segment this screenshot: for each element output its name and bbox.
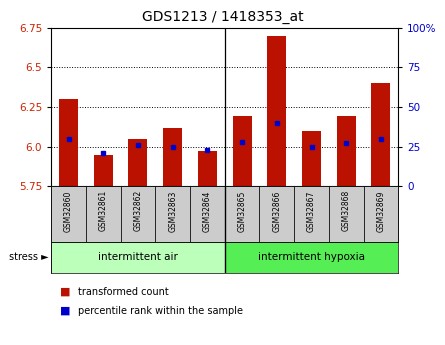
Bar: [302, 131, 321, 186]
Text: GSM32862: GSM32862: [134, 190, 142, 231]
Text: GSM32861: GSM32861: [99, 190, 108, 231]
Bar: [267, 36, 286, 186]
Bar: [329, 186, 364, 242]
Text: intermittent air: intermittent air: [98, 252, 178, 262]
Bar: [129, 139, 147, 186]
Bar: [372, 83, 390, 186]
Text: percentile rank within the sample: percentile rank within the sample: [78, 306, 243, 315]
Bar: [163, 128, 182, 186]
Text: stress ►: stress ►: [9, 252, 49, 262]
Text: GSM32860: GSM32860: [64, 190, 73, 231]
Bar: [364, 186, 398, 242]
Bar: [294, 186, 329, 242]
Text: GDS1213 / 1418353_at: GDS1213 / 1418353_at: [142, 10, 303, 24]
Bar: [190, 186, 225, 242]
Bar: [51, 241, 225, 273]
Bar: [225, 241, 398, 273]
Bar: [225, 186, 259, 242]
Text: GSM32863: GSM32863: [168, 190, 177, 231]
Bar: [86, 186, 121, 242]
Bar: [155, 186, 190, 242]
Text: GSM32869: GSM32869: [376, 190, 385, 231]
Text: GSM32866: GSM32866: [272, 190, 281, 231]
Text: GSM32864: GSM32864: [203, 190, 212, 231]
Bar: [94, 155, 113, 186]
Bar: [59, 99, 78, 186]
Text: ■: ■: [60, 306, 71, 315]
Bar: [121, 186, 155, 242]
Text: GSM32865: GSM32865: [238, 190, 247, 231]
Bar: [198, 151, 217, 186]
Text: transformed count: transformed count: [78, 287, 169, 296]
Bar: [51, 186, 86, 242]
Bar: [337, 117, 356, 186]
Bar: [259, 186, 294, 242]
Text: intermittent hypoxia: intermittent hypoxia: [258, 252, 365, 262]
Bar: [233, 117, 251, 186]
Text: GSM32868: GSM32868: [342, 190, 351, 231]
Text: ■: ■: [60, 287, 71, 296]
Text: GSM32867: GSM32867: [307, 190, 316, 231]
